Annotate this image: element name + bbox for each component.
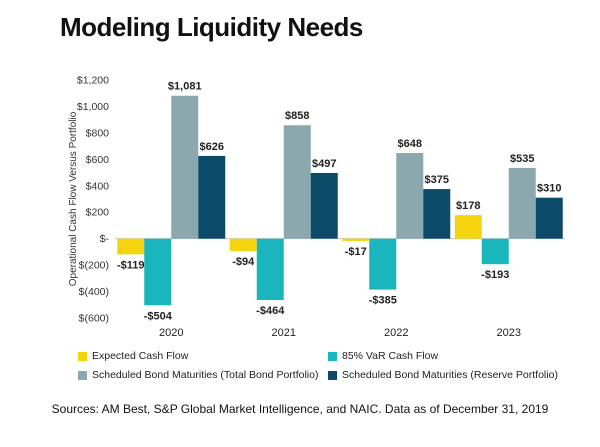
data-label: -$17 xyxy=(345,246,367,258)
data-label: -$504 xyxy=(144,310,173,322)
bar xyxy=(117,238,145,255)
bar xyxy=(144,238,172,306)
y-tick-label: $(400) xyxy=(79,286,109,298)
y-tick-label: $1,200 xyxy=(77,75,109,87)
chart-title: Modeling Liquidity Needs xyxy=(60,12,363,42)
data-label: -$193 xyxy=(481,269,509,281)
data-label: $535 xyxy=(510,153,534,165)
x-tick-label: 2023 xyxy=(497,327,521,339)
bar xyxy=(481,238,509,265)
legend-swatch xyxy=(78,351,87,361)
bar xyxy=(256,238,284,301)
legend-label: Expected Cash Flow xyxy=(92,350,189,362)
source-note: Sources: AM Best, S&P Global Market Inte… xyxy=(51,402,549,416)
legend-label: 85% VaR Cash Flow xyxy=(342,350,439,362)
data-label: $626 xyxy=(200,141,224,153)
legend-label: Scheduled Bond Maturities (Reserve Portf… xyxy=(342,369,558,381)
y-tick-label: $- xyxy=(100,233,110,245)
data-label: $497 xyxy=(312,158,336,170)
legend-item: Expected Cash Flow xyxy=(78,350,188,362)
bar xyxy=(171,95,199,239)
data-label: $858 xyxy=(285,110,309,122)
y-tick-label: $(600) xyxy=(79,313,109,325)
x-tick-label: 2022 xyxy=(384,327,408,339)
data-label: $310 xyxy=(537,183,561,195)
bar xyxy=(396,152,424,239)
bar xyxy=(508,167,536,239)
bar xyxy=(535,197,563,239)
y-tick-label: $1,000 xyxy=(77,101,109,113)
data-label: -$464 xyxy=(256,305,285,317)
bar xyxy=(454,215,482,239)
legend-swatch xyxy=(328,351,337,361)
bar xyxy=(283,125,311,239)
data-label: -$94 xyxy=(232,256,255,268)
data-label: $648 xyxy=(398,138,422,150)
y-tick-label: $400 xyxy=(86,180,110,192)
legend-swatch xyxy=(78,370,87,380)
y-tick-label: $800 xyxy=(86,127,110,139)
legend-label: Scheduled Bond Maturities (Total Bond Po… xyxy=(92,369,319,381)
bar xyxy=(229,238,257,252)
bar xyxy=(369,238,397,290)
bar xyxy=(423,189,451,239)
data-label: $375 xyxy=(425,174,449,186)
data-label: $178 xyxy=(456,200,480,212)
x-tick-label: 2021 xyxy=(272,327,296,339)
y-axis-title: Operational Cash Flow Versus Portfolio xyxy=(68,111,79,286)
data-label: $1,081 xyxy=(168,81,202,93)
data-label: -$119 xyxy=(117,259,145,271)
legend-item: Scheduled Bond Maturities (Total Bond Po… xyxy=(78,369,318,381)
legend-item: 85% VaR Cash Flow xyxy=(328,350,438,362)
bar xyxy=(198,155,226,239)
legend-swatch xyxy=(328,370,337,380)
bar xyxy=(310,172,338,239)
y-tick-label: $200 xyxy=(86,207,110,219)
legend-item: Scheduled Bond Maturities (Reserve Portf… xyxy=(328,369,558,381)
y-tick-label: $(200) xyxy=(79,260,109,272)
data-label: -$385 xyxy=(369,295,397,307)
y-tick-label: $600 xyxy=(86,154,110,166)
x-tick-label: 2020 xyxy=(159,327,183,339)
bar xyxy=(342,238,370,241)
bar-chart: Operational Cash Flow Versus Portfolio$1… xyxy=(68,75,565,339)
